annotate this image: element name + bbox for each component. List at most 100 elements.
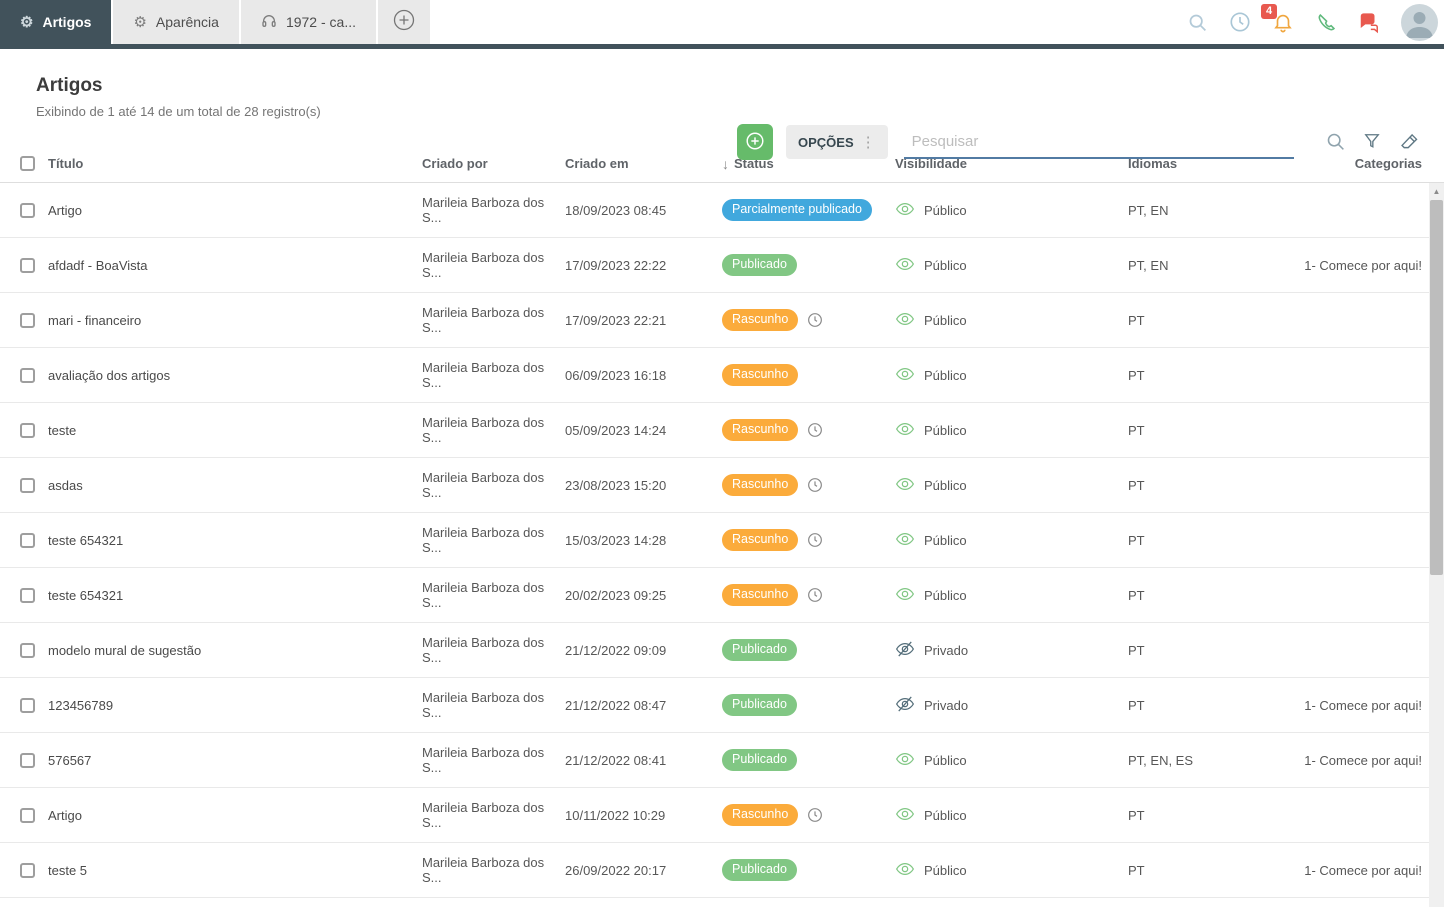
- row-checkbox[interactable]: [20, 257, 35, 273]
- languages: PT, EN: [1128, 202, 1169, 218]
- row-checkbox[interactable]: [20, 422, 35, 438]
- table-row[interactable]: Artigo Marileia Barboza dos S... 18/09/2…: [0, 183, 1444, 238]
- scroll-up-arrow-icon[interactable]: ▲: [1432, 187, 1441, 196]
- article-title: 123456789: [48, 697, 114, 713]
- column-titulo[interactable]: Título: [48, 156, 84, 171]
- visibility-label: Público: [924, 202, 967, 218]
- chat-icon[interactable]: [1358, 11, 1380, 33]
- notifications-bell-icon[interactable]: 4: [1261, 4, 1294, 33]
- status-badge: Rascunho: [722, 419, 799, 441]
- created-by: Marileia Barboza dos S...: [422, 415, 545, 445]
- created-at: 17/09/2023 22:21: [565, 312, 667, 328]
- status-badge: Rascunho: [722, 584, 799, 606]
- visibility-eye-icon: [895, 419, 915, 442]
- table-row[interactable]: afdadf - BoaVista Marileia Barboza dos S…: [0, 238, 1444, 293]
- row-checkbox[interactable]: [20, 367, 35, 383]
- visibility-label: Privado: [924, 642, 969, 658]
- vertical-dots-icon: ⋮: [860, 134, 876, 151]
- eraser-icon[interactable]: [1399, 131, 1421, 153]
- phone-icon[interactable]: [1315, 11, 1337, 33]
- created-at: 17/09/2023 22:22: [565, 257, 667, 273]
- row-checkbox[interactable]: [20, 807, 35, 823]
- created-by: Marileia Barboza dos S...: [422, 470, 545, 500]
- schedule-clock-icon: [807, 807, 823, 823]
- search-icon[interactable]: [1186, 11, 1208, 33]
- status-badge: Rascunho: [722, 804, 799, 826]
- table-row[interactable]: Artigo Marileia Barboza dos S... 10/11/2…: [0, 788, 1444, 843]
- row-checkbox[interactable]: [20, 312, 35, 328]
- column-visibilidade[interactable]: Visibilidade: [895, 156, 968, 171]
- visibility-eye-icon: [895, 859, 915, 882]
- status-badge: Publicado: [722, 639, 797, 661]
- row-checkbox[interactable]: [20, 477, 35, 493]
- visibility-label: Público: [924, 862, 967, 878]
- gear-icon: ⚙: [20, 13, 34, 31]
- scrollbar-thumb[interactable]: [1430, 200, 1443, 575]
- visibility-label: Público: [924, 422, 967, 438]
- visibility-label: Público: [924, 367, 967, 383]
- gear-icon: ⚙: [133, 13, 147, 31]
- article-title: 576567: [48, 752, 92, 768]
- article-title: modelo mural de sugestão: [48, 642, 202, 658]
- page-head: Artigos Exibindo de 1 até 14 de um total…: [0, 49, 1444, 160]
- status-badge: Publicado: [722, 254, 797, 276]
- page-title: Artigos: [36, 75, 103, 96]
- column-categorias[interactable]: Categorias: [1354, 156, 1422, 171]
- visibility-eye-icon: [895, 199, 915, 222]
- history-clock-icon[interactable]: [1229, 11, 1251, 33]
- select-all-checkbox[interactable]: [20, 156, 35, 171]
- tab-ticket-1972[interactable]: 1972 - ca...: [240, 0, 376, 44]
- new-tab-button[interactable]: [378, 0, 430, 44]
- article-title: avaliação dos artigos: [48, 367, 171, 383]
- page-toolbar: OPÇÕES ⋮: [737, 124, 1421, 160]
- row-checkbox[interactable]: [20, 587, 35, 603]
- created-at: 21/12/2022 08:47: [565, 697, 667, 713]
- table-row[interactable]: teste 654321 Marileia Barboza dos S... 2…: [0, 568, 1444, 623]
- column-criado-por[interactable]: Criado por: [422, 156, 488, 171]
- status-badge: Publicado: [722, 694, 797, 716]
- headset-icon: [261, 13, 277, 32]
- table-row[interactable]: modelo mural de sugestão Marileia Barboz…: [0, 623, 1444, 678]
- status-badge: Rascunho: [722, 309, 799, 331]
- row-checkbox[interactable]: [20, 697, 35, 713]
- filter-icon[interactable]: [1362, 131, 1384, 153]
- table-row[interactable]: teste Marileia Barboza dos S... 05/09/20…: [0, 403, 1444, 458]
- table-row[interactable]: 123456789 Marileia Barboza dos S... 21/1…: [0, 678, 1444, 733]
- schedule-clock-icon: [807, 312, 823, 328]
- row-checkbox[interactable]: [20, 862, 35, 878]
- table-row[interactable]: 576567 Marileia Barboza dos S... 21/12/2…: [0, 733, 1444, 788]
- visibility-eye-icon: [895, 804, 915, 827]
- created-by: Marileia Barboza dos S...: [422, 855, 545, 885]
- search-field-wrap: [903, 125, 1294, 159]
- table-row[interactable]: teste 5 Marileia Barboza dos S... 26/09/…: [0, 843, 1444, 898]
- search-input[interactable]: [903, 125, 1294, 159]
- row-checkbox[interactable]: [20, 202, 35, 218]
- row-checkbox[interactable]: [20, 642, 35, 658]
- column-criado-em[interactable]: Criado em: [565, 156, 629, 171]
- row-checkbox[interactable]: [20, 752, 35, 768]
- status-badge: Parcialmente publicado: [722, 199, 872, 221]
- user-avatar[interactable]: [1401, 3, 1438, 41]
- table-row[interactable]: asdas Marileia Barboza dos S... 23/08/20…: [0, 458, 1444, 513]
- tab-artigos[interactable]: ⚙ Artigos: [0, 0, 112, 44]
- table-row[interactable]: teste 654321 Marileia Barboza dos S... 1…: [0, 513, 1444, 568]
- table-scrollbar[interactable]: ▲: [1429, 183, 1444, 907]
- options-button[interactable]: OPÇÕES ⋮: [786, 125, 888, 159]
- created-by: Marileia Barboza dos S...: [422, 800, 545, 830]
- table-row[interactable]: mari - financeiro Marileia Barboza dos S…: [0, 293, 1444, 348]
- tab-bar: ⚙ Artigos ⚙ Aparência 1972 - ca...: [0, 0, 1444, 44]
- visibility-eye-icon: [895, 529, 915, 552]
- visibility-label: Público: [924, 807, 967, 823]
- add-article-button[interactable]: [737, 124, 773, 160]
- tab-aparencia[interactable]: ⚙ Aparência: [113, 0, 239, 44]
- languages: PT, EN, ES: [1128, 752, 1194, 768]
- created-by: Marileia Barboza dos S...: [422, 745, 545, 775]
- languages: PT: [1128, 807, 1145, 823]
- visibility-eye-icon: [895, 309, 915, 332]
- search-submit-icon[interactable]: [1325, 131, 1347, 153]
- row-checkbox[interactable]: [20, 532, 35, 548]
- column-idiomas[interactable]: Idiomas: [1128, 156, 1178, 171]
- languages: PT: [1128, 367, 1145, 383]
- options-label: OPÇÕES: [798, 134, 854, 150]
- table-row[interactable]: avaliação dos artigos Marileia Barboza d…: [0, 348, 1444, 403]
